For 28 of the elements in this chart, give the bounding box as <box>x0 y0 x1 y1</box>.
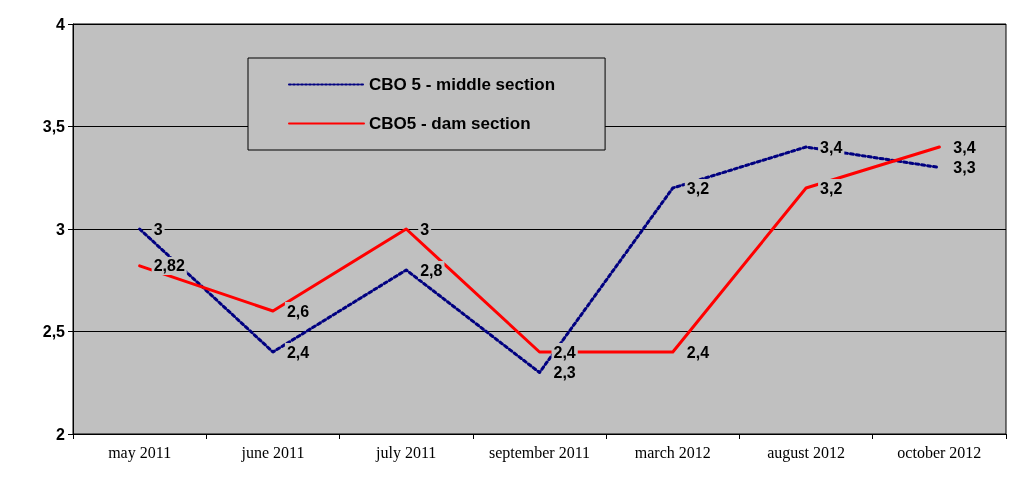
data-label: 3 <box>420 220 430 238</box>
x-tick-label: may 2011 <box>108 443 172 462</box>
y-tick-label: 3 <box>56 220 66 238</box>
data-label: 3,2 <box>820 179 843 197</box>
y-tick-label: 3,5 <box>42 118 66 135</box>
data-label: 2,4 <box>553 343 576 361</box>
data-label: 3,3 <box>953 159 976 176</box>
data-label: 2,8 <box>420 261 443 279</box>
data-label: 2,4 <box>686 343 710 361</box>
x-tick-label: october 2012 <box>897 443 982 461</box>
data-label: 3,2 <box>686 179 710 197</box>
legend-label: CBO 5 - middle section <box>369 75 556 94</box>
data-label: 2,82 <box>153 257 185 275</box>
data-label: 3,4 <box>953 138 976 156</box>
x-tick-label: march 2012 <box>634 443 711 461</box>
x-tick-label: june 2011 <box>240 443 305 462</box>
legend-label: CBO5 - dam section <box>369 114 531 133</box>
data-label: 2,3 <box>553 364 576 381</box>
data-label: 2,4 <box>286 343 310 361</box>
data-label: 3,4 <box>820 138 843 156</box>
x-tick-label: september 2011 <box>488 443 591 462</box>
x-tick-label: august 2012 <box>767 443 845 462</box>
data-label: 3 <box>153 220 163 238</box>
y-tick-label: 2,5 <box>42 323 66 340</box>
x-tick-label: july 2011 <box>375 443 437 462</box>
y-tick-label: 2 <box>56 425 66 443</box>
y-tick-label: 4 <box>56 15 66 33</box>
data-label: 2,6 <box>286 302 310 320</box>
